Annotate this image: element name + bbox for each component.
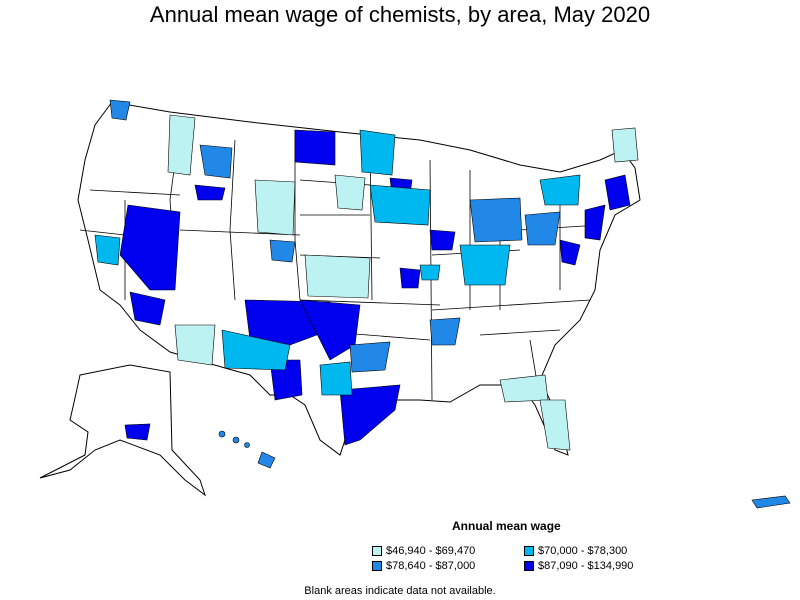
legend-swatch-highest xyxy=(524,561,534,571)
legend-label-lower-mid: $70,000 - $78,300 xyxy=(538,545,628,557)
regions-lower-mid-wage xyxy=(94,129,581,396)
hawaii-islands xyxy=(218,430,276,469)
puerto-rico xyxy=(751,495,791,509)
legend-item-upper-mid: $78,640 - $87,000 xyxy=(372,560,475,572)
alaska-outline xyxy=(39,364,206,497)
map-legend: $46,940 - $69,470 $70,000 - $78,300 $78,… xyxy=(372,545,692,575)
legend-label-lowest: $46,940 - $69,470 xyxy=(386,545,476,557)
legend-title: Annual mean wage xyxy=(452,519,561,533)
legend-label-upper-mid: $78,640 - $87,000 xyxy=(386,560,476,572)
legend-swatch-lowest xyxy=(372,546,382,556)
map-title: Annual mean wage of chemists, by area, M… xyxy=(149,2,651,27)
legend-item-lower-mid: $70,000 - $78,300 xyxy=(524,545,627,557)
regions-upper-mid-wage xyxy=(109,99,561,373)
regions-lowest-wage xyxy=(167,114,639,451)
blank-areas-note: Blank areas indicate data not available. xyxy=(304,585,496,597)
legend-swatch-upper-mid xyxy=(372,561,382,571)
legend-item-lowest: $46,940 - $69,470 xyxy=(372,545,475,557)
legend-swatch-lower-mid xyxy=(524,546,534,556)
legend-item-highest: $87,090 - $134,990 xyxy=(524,560,633,572)
legend-label-highest: $87,090 - $134,990 xyxy=(538,560,634,572)
